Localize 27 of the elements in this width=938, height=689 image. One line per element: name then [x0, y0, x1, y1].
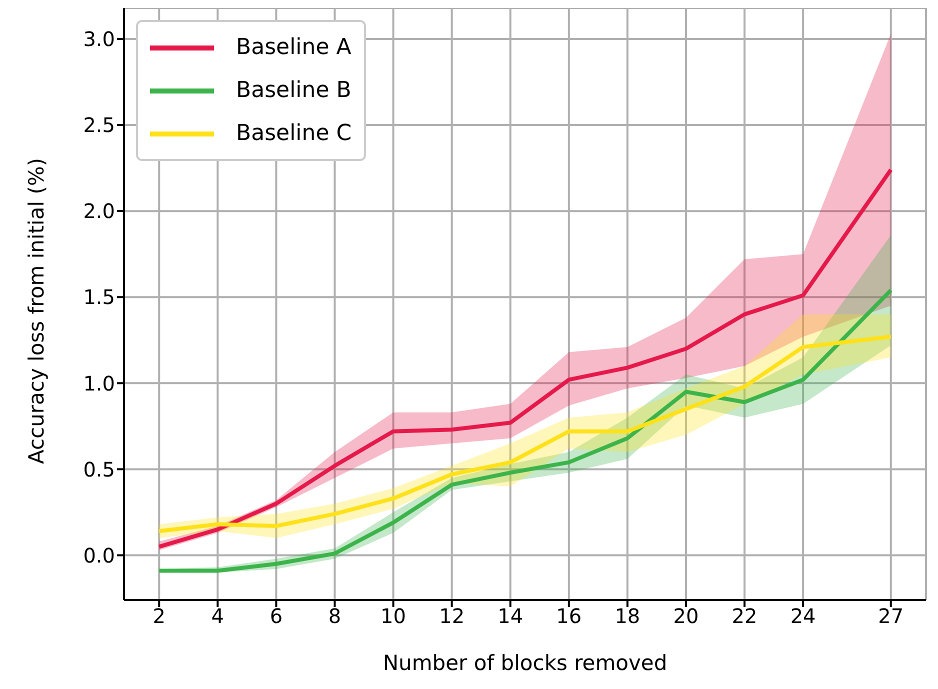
x-tick-label: 27 — [878, 604, 904, 628]
x-tick-label: 10 — [380, 604, 406, 628]
y-tick-label: 1.0 — [83, 371, 115, 396]
line-series — [157, 288, 893, 573]
y-tick-label: 2.5 — [83, 113, 115, 138]
y-tick-label: 0.0 — [83, 543, 115, 568]
x-tick-label: 16 — [556, 604, 582, 628]
legend-label: Baseline B — [236, 77, 352, 105]
line-series — [157, 168, 893, 549]
y-tick-label: 0.5 — [83, 457, 115, 482]
y-tick-label: 2.0 — [83, 199, 115, 224]
legend-label: Baseline C — [236, 120, 352, 148]
x-tick-label: 20 — [673, 604, 699, 628]
x-tick-label: 12 — [439, 604, 465, 628]
y-axis-title: Accuracy loss from initial (%) — [24, 158, 48, 464]
x-tick-label: 6 — [270, 604, 283, 628]
x-axis-title: Number of blocks removed — [382, 651, 668, 675]
x-tick-label: 24 — [790, 604, 816, 628]
y-tick-label: 3.0 — [83, 27, 115, 52]
x-tick-label: 4 — [211, 604, 224, 628]
y-tick-label: 1.5 — [83, 285, 115, 310]
x-tick-label: 2 — [152, 604, 166, 628]
x-tick-label: 8 — [328, 604, 342, 628]
legend-label: Baseline A — [236, 34, 352, 62]
x-tick-label: 14 — [498, 604, 524, 628]
x-tick-label: 18 — [614, 604, 640, 628]
x-tick-label: 22 — [732, 604, 758, 628]
